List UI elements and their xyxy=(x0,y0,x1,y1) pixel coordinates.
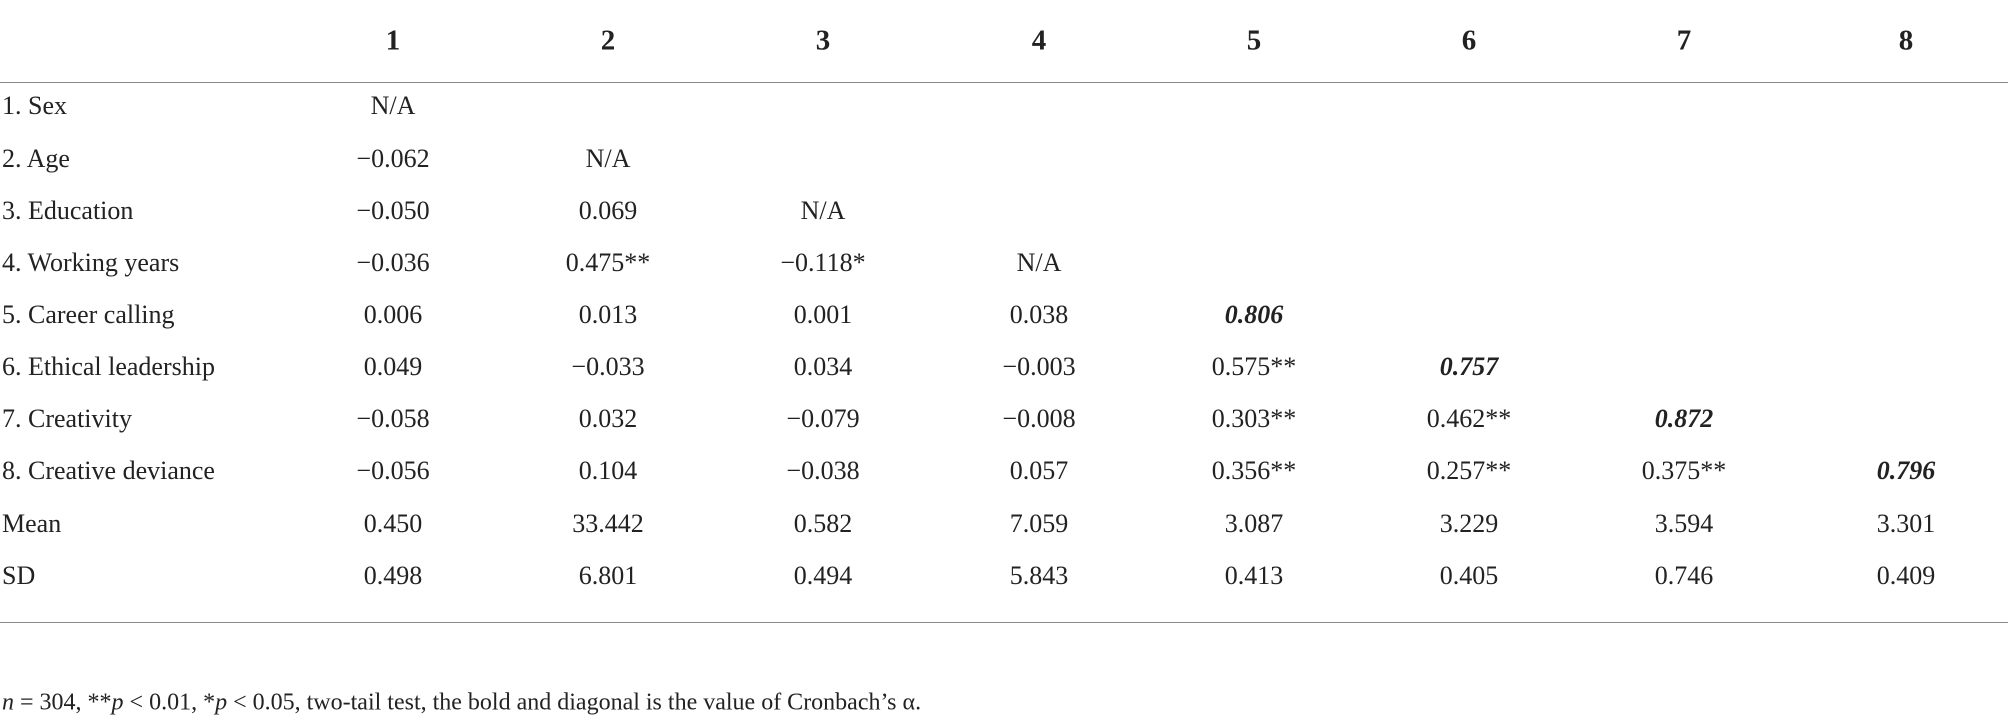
table-cell: −0.033 xyxy=(571,352,645,381)
table-cell: 0.057 xyxy=(1009,456,1069,485)
table-cell: 0.034 xyxy=(793,352,853,381)
table-cell: 3.229 xyxy=(1439,509,1499,538)
row-label: 7. Creativity xyxy=(2,404,132,433)
column-header: 8 xyxy=(1898,24,1914,57)
footnote-part: p xyxy=(111,689,124,716)
table-cell: 0.049 xyxy=(363,352,423,381)
table-cell: 0.303** xyxy=(1211,404,1297,433)
alpha-cell: 0.796 xyxy=(1876,456,1936,485)
table-cell: 3.301 xyxy=(1876,509,1936,538)
row-label: 2. Age xyxy=(2,144,70,173)
table-cell: 0.409 xyxy=(1876,561,1936,590)
table-cell: −0.036 xyxy=(356,248,430,277)
table-cell: N/A xyxy=(800,196,846,225)
alpha-cell: 0.757 xyxy=(1439,352,1499,381)
table-cell: 0.582 xyxy=(793,509,853,538)
table-cell: −0.079 xyxy=(786,404,860,433)
row-label: 1. Sex xyxy=(2,91,67,120)
table-cell: 0.038 xyxy=(1009,300,1069,329)
table-cell: 0.498 xyxy=(363,561,423,590)
table-cell: 0.257** xyxy=(1426,456,1512,485)
table-cell: 0.375** xyxy=(1641,456,1727,485)
alpha-cell: 0.806 xyxy=(1224,300,1284,329)
table-cell: −0.062 xyxy=(356,144,430,173)
row-label: 3. Education xyxy=(2,196,134,225)
footnote-part: < 0.05, two-tail test, the bold and diag… xyxy=(227,689,922,716)
table-cell: 33.442 xyxy=(572,509,644,538)
column-header: 6 xyxy=(1461,24,1477,57)
table-cell: 0.475** xyxy=(565,248,651,277)
table-cell: 0.462** xyxy=(1426,404,1512,433)
table-cell: 6.801 xyxy=(578,561,638,590)
row-label: Mean xyxy=(2,509,62,538)
table-cell: −0.038 xyxy=(786,456,860,485)
column-header: 1 xyxy=(385,24,401,57)
table-cell: −0.050 xyxy=(356,196,430,225)
footnote-part: = 304, ** xyxy=(14,689,112,716)
table-cell: −0.003 xyxy=(1002,352,1076,381)
table-cell: 7.059 xyxy=(1009,509,1069,538)
column-header: 2 xyxy=(600,24,616,57)
header-rule xyxy=(0,82,2008,83)
table-cell: 0.006 xyxy=(363,300,423,329)
row-label: 4. Working years xyxy=(2,248,180,277)
column-header: 7 xyxy=(1676,24,1692,57)
table-cell: 0.356** xyxy=(1211,456,1297,485)
footnote-part: < 0.01, * xyxy=(123,689,216,716)
column-header: 4 xyxy=(1031,24,1047,57)
table-cell: 5.843 xyxy=(1009,561,1069,590)
table-cell: −0.056 xyxy=(356,456,430,485)
table-cell: N/A xyxy=(585,144,631,173)
table-cell: 0.013 xyxy=(578,300,638,329)
row-label: 5. Career calling xyxy=(2,300,175,329)
table-cell: 3.087 xyxy=(1224,509,1284,538)
footnote: n = 304, **p < 0.01, *p < 0.05, two-tail… xyxy=(2,690,921,717)
row-label: 6. Ethical leadership xyxy=(2,352,215,381)
table-cell: 0.001 xyxy=(793,300,853,329)
column-header: 3 xyxy=(815,24,831,57)
table-cell: 0.575** xyxy=(1211,352,1297,381)
table-cell: −0.118* xyxy=(780,248,866,277)
row-label: SD xyxy=(2,561,36,590)
table-cell: 0.032 xyxy=(578,404,638,433)
table-cell: 0.450 xyxy=(363,509,423,538)
table-cell: 0.104 xyxy=(578,456,638,485)
table-cell: 0.494 xyxy=(793,561,853,590)
row-label: 8. Creative deviance xyxy=(2,456,215,485)
table-cell: 3.594 xyxy=(1654,509,1714,538)
bottom-rule xyxy=(0,622,2008,623)
table-cell: 0.413 xyxy=(1224,561,1284,590)
column-header: 5 xyxy=(1246,24,1262,57)
table-cell: −0.008 xyxy=(1002,404,1076,433)
footnote-part: n xyxy=(2,689,14,716)
table-cell: −0.058 xyxy=(356,404,430,433)
table-cell: N/A xyxy=(370,91,416,120)
alpha-cell: 0.872 xyxy=(1654,404,1714,433)
table-cell: 0.405 xyxy=(1439,561,1499,590)
table-cell: N/A xyxy=(1016,248,1062,277)
table-cell: 0.746 xyxy=(1654,561,1714,590)
table-cell: 0.069 xyxy=(578,196,638,225)
footnote-part: p xyxy=(215,689,228,716)
